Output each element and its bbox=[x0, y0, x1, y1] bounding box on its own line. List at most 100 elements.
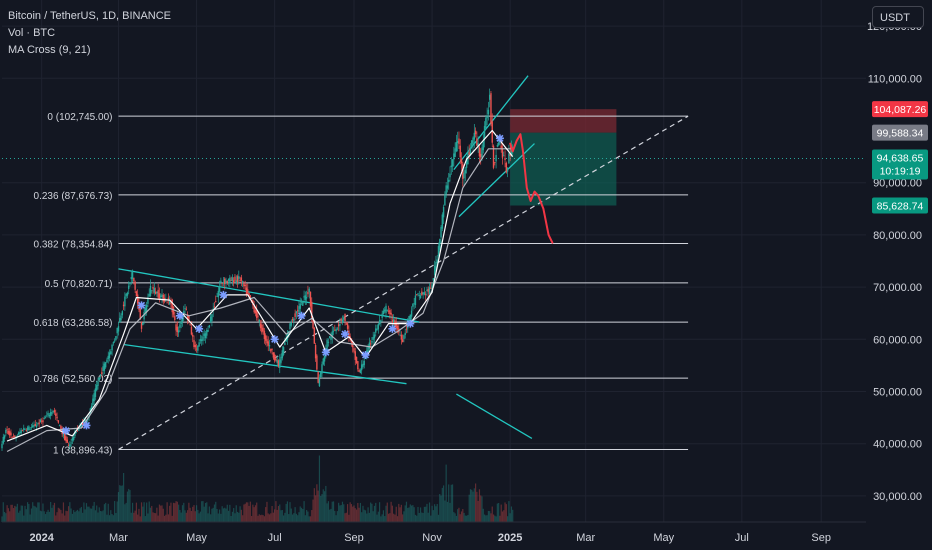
candle bbox=[147, 293, 149, 307]
candle bbox=[125, 292, 127, 299]
candle bbox=[5, 427, 7, 437]
candle bbox=[153, 282, 156, 296]
candle-body bbox=[122, 304, 125, 307]
candle-body bbox=[162, 294, 164, 302]
volume-bar bbox=[268, 514, 271, 522]
candle-body bbox=[198, 342, 200, 347]
price-projection-path[interactable] bbox=[509, 133, 554, 244]
candle bbox=[129, 282, 131, 287]
candle-body bbox=[19, 431, 21, 434]
candle-body bbox=[207, 329, 209, 332]
stop-loss-zone[interactable] bbox=[510, 109, 617, 133]
volume-bar bbox=[180, 512, 182, 522]
candle-body bbox=[279, 359, 281, 368]
candle bbox=[477, 136, 479, 153]
candle-body bbox=[296, 310, 299, 312]
volume-bar bbox=[382, 510, 385, 522]
volume-bar bbox=[308, 516, 310, 522]
candle bbox=[117, 321, 120, 336]
candle-body bbox=[57, 420, 60, 423]
volume-bar bbox=[320, 495, 322, 522]
volume-bar bbox=[78, 511, 80, 522]
candle bbox=[318, 374, 321, 388]
candle-body bbox=[330, 337, 332, 340]
candle bbox=[263, 327, 266, 344]
candle-body bbox=[121, 311, 124, 316]
candle-body bbox=[295, 311, 298, 314]
candle bbox=[424, 291, 427, 301]
candle bbox=[331, 325, 333, 344]
support-trend-line[interactable] bbox=[118, 115, 689, 450]
candle bbox=[74, 429, 76, 439]
candle bbox=[194, 341, 196, 352]
candle bbox=[264, 333, 267, 346]
candle bbox=[363, 357, 365, 369]
volume-bar bbox=[163, 515, 166, 522]
candle bbox=[504, 150, 506, 168]
channel-line[interactable] bbox=[118, 268, 420, 323]
candle bbox=[122, 301, 125, 311]
candle-body bbox=[108, 352, 111, 359]
candle bbox=[464, 166, 467, 182]
candle bbox=[322, 357, 324, 366]
projection-trend-line[interactable] bbox=[456, 393, 533, 440]
volume-bar bbox=[412, 505, 414, 522]
candle bbox=[29, 427, 31, 431]
volume-bar bbox=[156, 507, 158, 522]
candle-body bbox=[176, 326, 179, 333]
candle bbox=[417, 292, 419, 297]
currency-button[interactable]: USDT bbox=[872, 6, 924, 28]
volume-bar bbox=[372, 511, 374, 522]
volume-bar bbox=[98, 507, 100, 522]
volume-bar bbox=[279, 504, 281, 522]
volume-bar bbox=[131, 502, 134, 522]
volume-bar bbox=[84, 509, 86, 522]
volume-bar bbox=[33, 505, 35, 522]
volume-bar bbox=[274, 509, 276, 522]
candle-body bbox=[294, 313, 296, 317]
candle bbox=[225, 277, 227, 288]
candle bbox=[49, 408, 52, 420]
volume-bar bbox=[158, 504, 161, 522]
volume-bar bbox=[139, 516, 141, 522]
candle bbox=[433, 260, 436, 280]
candle bbox=[115, 335, 117, 342]
volume-bar bbox=[259, 515, 262, 522]
candle-body bbox=[378, 320, 381, 325]
candle-body bbox=[7, 430, 10, 434]
candle-body bbox=[314, 345, 317, 359]
volume-bar bbox=[285, 503, 287, 522]
candle-body bbox=[257, 315, 259, 317]
volume-bar bbox=[312, 499, 314, 522]
channel-line[interactable] bbox=[123, 343, 407, 385]
candle-body bbox=[62, 434, 65, 436]
volume-bar bbox=[411, 505, 413, 522]
volume-bar bbox=[330, 508, 332, 522]
candle bbox=[293, 316, 295, 327]
volume-bar bbox=[249, 501, 251, 522]
volume-bar bbox=[97, 512, 99, 522]
candle bbox=[257, 311, 259, 322]
channel-line[interactable] bbox=[458, 143, 535, 218]
candle bbox=[43, 415, 45, 420]
candle bbox=[294, 309, 296, 321]
volume-bar bbox=[35, 507, 38, 522]
candle-body bbox=[400, 334, 403, 340]
volume-bar bbox=[59, 508, 61, 522]
volume-bar bbox=[364, 510, 367, 522]
candle bbox=[176, 321, 179, 337]
volume-bar bbox=[313, 488, 315, 522]
candle bbox=[217, 286, 220, 303]
volume-bar bbox=[396, 516, 399, 522]
candle-body bbox=[218, 286, 221, 292]
volume-bar bbox=[75, 510, 77, 522]
candle-body bbox=[69, 444, 71, 448]
candle bbox=[392, 314, 395, 328]
candle bbox=[19, 428, 21, 436]
candle bbox=[456, 131, 459, 152]
candle-body bbox=[70, 442, 72, 444]
candle-body bbox=[472, 137, 474, 144]
candle bbox=[336, 326, 339, 331]
